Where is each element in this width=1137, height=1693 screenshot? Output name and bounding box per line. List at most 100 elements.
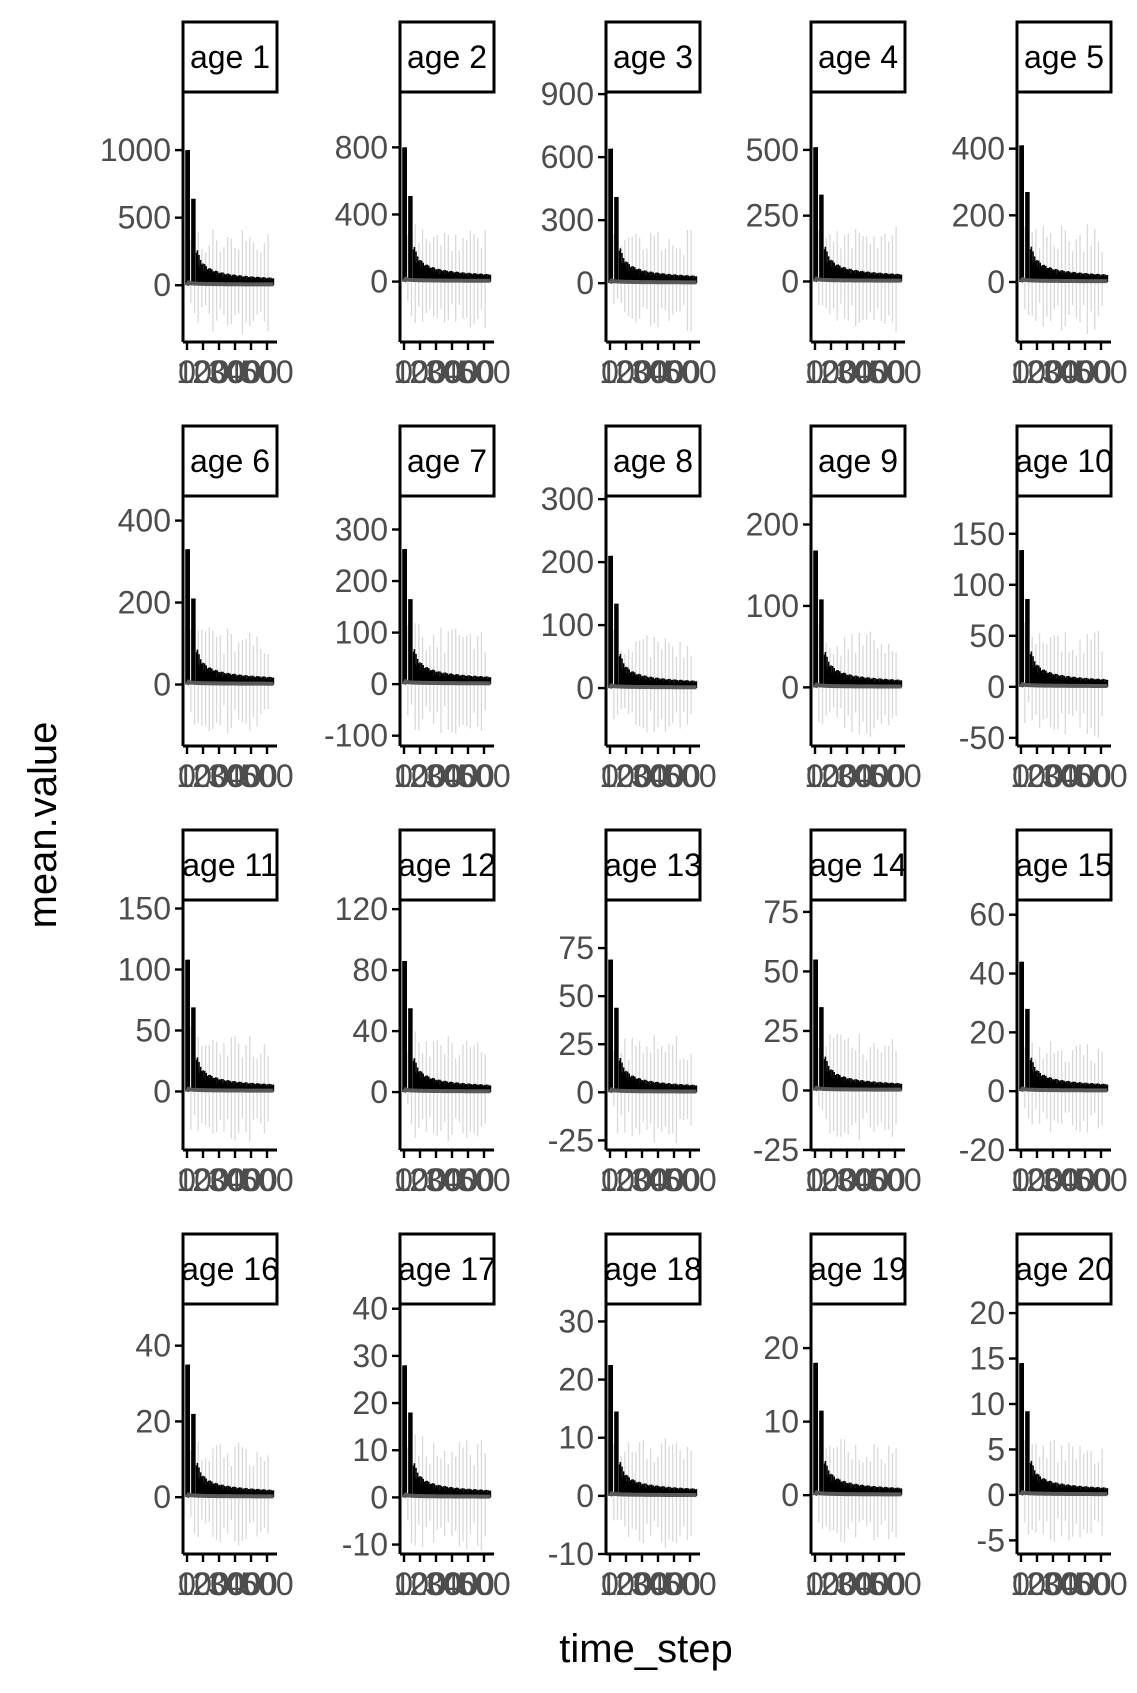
y-tick-label: 50	[969, 618, 1005, 654]
facet-strip	[398, 1232, 496, 1306]
facet-strip	[1015, 1232, 1113, 1306]
facet-strip	[181, 424, 279, 498]
mean-line	[608, 683, 697, 690]
x-tick-label: 200	[409, 758, 462, 794]
panel-data-2	[402, 147, 492, 328]
panel-data-3	[608, 148, 698, 332]
y-tick-label: 100	[746, 588, 799, 624]
x-tick-label: 300	[208, 758, 261, 794]
x-tick-label: 0	[1012, 758, 1030, 794]
y-tick-label: 40	[352, 1013, 388, 1049]
y-tick-label: -25	[753, 1132, 799, 1168]
x-tick-label: 100	[393, 1162, 446, 1198]
x-tick-label: 0	[806, 1162, 824, 1198]
data-bar	[404, 147, 407, 282]
x-tick-label: 0	[1012, 1566, 1030, 1602]
panel-data-10	[1019, 550, 1109, 738]
facet-strip-label: age 16	[181, 1251, 279, 1287]
x-tick-label: 400	[1058, 1162, 1111, 1198]
x-tick-label: 300	[425, 1162, 478, 1198]
facet-strip-label: age 15	[1015, 847, 1113, 883]
y-tick-label: 0	[781, 1072, 799, 1108]
facet-strip	[604, 20, 702, 94]
x-tick-label: 100	[599, 1566, 652, 1602]
x-tick-label: 300	[631, 354, 684, 390]
y-tick-label: 0	[370, 666, 388, 702]
x-tick-label: 100	[1010, 1162, 1063, 1198]
x-tick-label: 200	[820, 354, 873, 390]
x-tick-label: 0	[178, 758, 196, 794]
mean-line	[185, 280, 274, 287]
x-tick-label: 400	[441, 758, 494, 794]
x-tick-label: 300	[425, 1566, 478, 1602]
x-tick-label: 400	[852, 758, 905, 794]
x-tick-label: 200	[192, 758, 245, 794]
panel-data-19	[813, 1362, 903, 1542]
y-tick-label: 0	[781, 263, 799, 299]
x-tick-label: 300	[425, 758, 478, 794]
x-tick-label: 400	[852, 354, 905, 390]
y-tick-label: 300	[541, 202, 594, 238]
x-tick-label: 400	[224, 354, 277, 390]
data-bar	[187, 1364, 190, 1498]
x-tick-label: 200	[1026, 354, 1079, 390]
x-axis-title: time_step	[559, 1627, 732, 1671]
x-tick-label: 400	[1058, 1566, 1111, 1602]
y-tick-label: 40	[969, 956, 1005, 992]
mean-line	[1019, 681, 1108, 688]
y-tick-label: -10	[548, 1536, 594, 1572]
y-tick-label: 20	[352, 1385, 388, 1421]
x-tick-label: 300	[425, 354, 478, 390]
x-tick-label: 400	[1058, 758, 1111, 794]
data-bar	[610, 148, 613, 284]
x-tick-label: 100	[1010, 758, 1063, 794]
x-tick-label: 300	[1042, 354, 1095, 390]
x-tick-label: 100	[804, 354, 857, 390]
y-tick-label: 100	[541, 607, 594, 643]
x-tick-label: 100	[176, 758, 229, 794]
x-tick-label: 0	[395, 354, 413, 390]
y-tick-label: 30	[558, 1303, 594, 1339]
panel-data-5	[1019, 145, 1109, 335]
y-tick-label: 500	[746, 132, 799, 168]
x-tick-label: 100	[804, 1162, 857, 1198]
facet-strip-label: age 14	[809, 847, 907, 883]
panel-data-1	[185, 150, 275, 334]
mean-line	[608, 278, 697, 285]
x-tick-label: 0	[395, 1162, 413, 1198]
mean-line	[608, 1087, 697, 1094]
x-tick-label: 200	[409, 1162, 462, 1198]
x-tick-label: 300	[836, 354, 889, 390]
x-tick-label: 100	[599, 1162, 652, 1198]
x-tick-label: 500	[1074, 1162, 1127, 1198]
x-tick-label: 500	[240, 354, 293, 390]
mean-line	[185, 1086, 274, 1093]
y-tick-label: 1000	[100, 132, 171, 168]
facet-strip	[604, 424, 702, 498]
x-tick-label: 300	[836, 1566, 889, 1602]
y-tick-label: 10	[969, 1386, 1005, 1422]
x-tick-label: 200	[192, 1162, 245, 1198]
x-tick-label: 100	[804, 758, 857, 794]
y-axis-title: mean.value	[21, 722, 65, 929]
panel-data-15	[1019, 961, 1109, 1133]
y-tick-label: 0	[576, 265, 594, 301]
x-tick-label: 200	[409, 354, 462, 390]
data-bar	[187, 150, 190, 286]
x-tick-label: 0	[601, 354, 619, 390]
data-bar	[1021, 961, 1024, 1092]
y-tick-label: 0	[576, 670, 594, 706]
data-bar	[610, 555, 613, 689]
x-tick-label: 100	[176, 1162, 229, 1198]
mean-line	[813, 1490, 902, 1497]
mean-line	[185, 679, 274, 686]
facet-strip-label: age 13	[604, 847, 702, 883]
